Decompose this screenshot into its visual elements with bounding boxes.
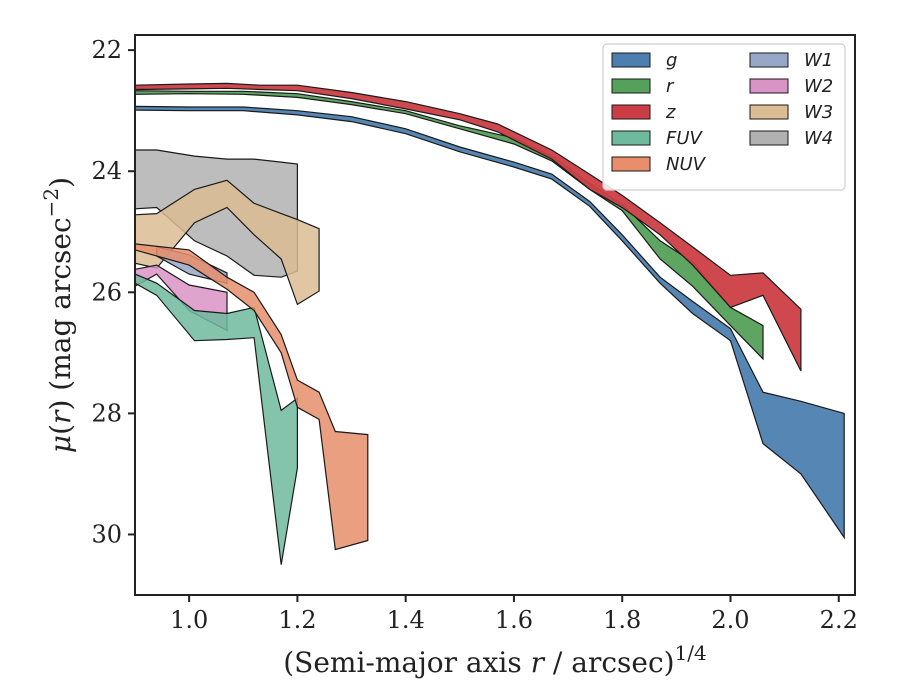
legend-swatch-w3 [749,104,789,120]
legend-label-r: r [666,76,675,97]
x-tick-label: 1.8 [603,606,641,634]
legend-label-fuv: FUV [666,128,704,149]
y-tick-label: 28 [91,399,122,427]
legend-swatch-w4 [749,130,789,146]
x-tick-label: 1.4 [387,606,425,634]
legend-swatch-z [611,104,651,120]
legend-swatch-fuv [611,130,651,146]
bands-layer [135,82,845,565]
legend-label-z: z [665,102,676,123]
y-tick-label: 22 [91,36,122,64]
legend-swatch-w2 [749,78,789,94]
y-tick-label: 30 [91,520,122,548]
legend-label-w1: W1 [804,50,833,71]
band-nuv [135,243,369,551]
legend-swatch-g [611,52,651,68]
band-fuv [135,273,298,565]
band-g [135,105,845,540]
band-w3 [135,179,320,306]
legend-swatch-w1 [749,52,789,68]
band-r [135,90,764,361]
axes-layer: 1.0 1.2 1.4 1.6 1.8 2.0 2.2 22 24 26 28 30 [91,34,858,634]
legend-label-w3: W3 [804,102,833,123]
y-axis-label: μ(r) (mag arcsec−2) [39,177,77,453]
plot-frame [134,34,856,596]
x-tick-label: 2.2 [820,606,858,634]
legend-label-g: g [666,50,677,71]
legend-label-nuv: NUV [666,154,707,175]
x-tick-label: 1.2 [278,606,316,634]
y-tick-label: 26 [91,278,122,306]
legend-label-w4: W4 [804,128,833,149]
legend-label-w2: W2 [804,76,833,97]
legend-swatch-nuv [611,156,651,172]
x-tick-label: 1.0 [170,606,208,634]
legend: grz FUV NUV W1 W2 W3 W4 [602,43,846,191]
x-tick-label: 2.0 [711,606,749,634]
x-axis-label: (Semi-major axis r / arcsec)1/4 [283,641,707,679]
band-z [135,82,802,372]
x-tick-label: 1.6 [495,606,533,634]
y-tick-label: 24 [91,157,122,185]
legend-swatch-r [611,78,651,94]
